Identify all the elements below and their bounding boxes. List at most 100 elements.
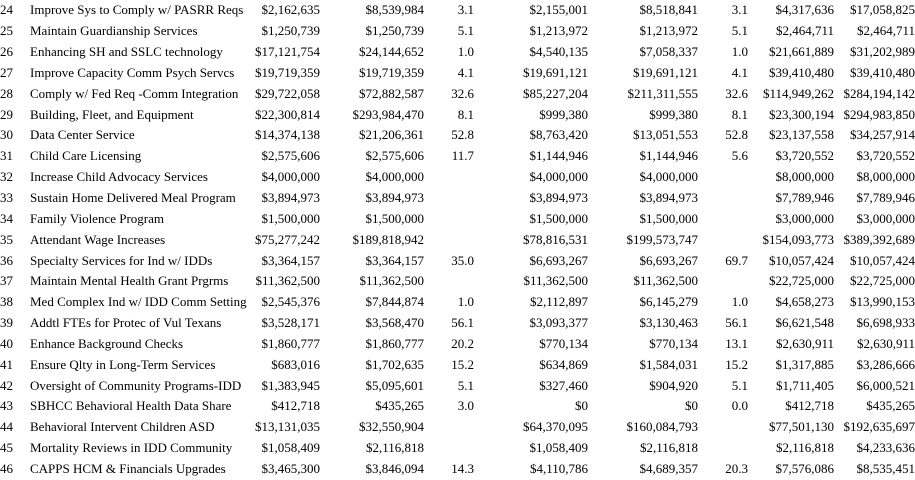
fte-value: 3.1 — [457, 2, 474, 18]
table-row: 34 Family Violence Program $1,500,000 $1,50… — [0, 208, 915, 229]
amount-value: $2,112,897 — [529, 294, 588, 310]
amount-value: $24,144,652 — [359, 44, 424, 60]
amount-value: $11,362,500 — [255, 273, 320, 289]
amount-value: $1,860,777 — [261, 335, 321, 351]
amount-value: $634,869 — [539, 356, 588, 372]
item-name: Sustain Home Delivered Meal Program — [30, 190, 236, 206]
table-row: 27 Improve Capacity Comm Psych Servcs $19,… — [0, 63, 915, 84]
amount-value: $3,364,157 — [261, 252, 321, 268]
amount-value: $4,000,000 — [529, 169, 589, 185]
row-number: 26 — [0, 44, 13, 60]
amount-value: $3,894,973 — [261, 190, 321, 206]
fte-value: 0.0 — [731, 398, 748, 414]
row-number: 30 — [0, 127, 13, 143]
fte-value: 1.0 — [457, 44, 474, 60]
amount-value: $4,658,273 — [775, 294, 835, 310]
amount-value: $683,016 — [271, 356, 320, 372]
row-number: 45 — [0, 440, 13, 456]
fte-value — [698, 271, 748, 292]
fte-value: 35.0 — [451, 252, 474, 268]
amount-value: $23,300,194 — [769, 106, 834, 122]
amount-value: $1,317,885 — [775, 356, 835, 372]
amount-value: $412,718 — [785, 398, 834, 414]
row-number: 24 — [0, 2, 13, 18]
item-name: Med Complex Ind w/ IDD Comm Setting — [30, 294, 247, 310]
amount-value: $1,500,000 — [365, 210, 425, 226]
amount-value: $2,464,711 — [775, 23, 834, 39]
amount-value: $1,500,000 — [529, 210, 589, 226]
table-row: 30 Data Center Service $14,374,138 $21,206,… — [0, 125, 915, 146]
amount-value: $4,000,000 — [365, 169, 425, 185]
row-number: 46 — [0, 460, 13, 476]
amount-value: $412,718 — [271, 398, 320, 414]
amount-value: $154,093,773 — [762, 231, 835, 247]
row-number: 38 — [0, 294, 13, 310]
amount-value: $160,084,793 — [626, 419, 699, 435]
amount-value: $1,058,409 — [261, 440, 321, 456]
amount-value: $3,846,094 — [365, 460, 425, 476]
item-name: Oversight of Community Programs-IDD — [30, 377, 242, 393]
amount-value: $3,894,973 — [639, 190, 699, 206]
fte-value — [698, 167, 748, 188]
amount-value: $21,206,361 — [359, 127, 424, 143]
item-name: Increase Child Advocacy Services — [30, 169, 208, 185]
item-name: Mortality Reviews in IDD Community — [30, 440, 233, 456]
table-row: 41 Ensure Qlty in Long-Term Services $683,… — [0, 354, 915, 375]
fte-value — [424, 208, 474, 229]
amount-value: $0 — [685, 398, 698, 414]
item-name: Addtl FTEs for Protec of Vul Texans — [30, 315, 222, 331]
fte-value — [424, 229, 474, 250]
table-row: 35 Attendant Wage Increases $75,277,242 $18… — [0, 229, 915, 250]
row-number: 33 — [0, 190, 13, 206]
table-row: 36 Specialty Services for Ind w/ IDDs $3,3… — [0, 250, 915, 271]
amount-value: $4,233,636 — [856, 440, 915, 456]
item-name: Specialty Services for Ind w/ IDDs — [30, 252, 213, 268]
amount-value: $11,362,500 — [523, 273, 588, 289]
amount-value: $4,000,000 — [261, 169, 321, 185]
amount-value: $8,535,451 — [856, 460, 915, 476]
table-row: 44 Behavioral Intervent Children ASD $13,1… — [0, 417, 915, 438]
amount-value: $3,568,470 — [365, 315, 425, 331]
fte-value: 20.3 — [725, 460, 748, 476]
amount-value: $77,501,130 — [769, 419, 834, 435]
amount-value: $23,137,558 — [769, 127, 834, 143]
amount-value: $3,000,000 — [856, 210, 915, 226]
amount-value: $7,058,337 — [639, 44, 699, 60]
amount-value: $293,984,470 — [352, 106, 425, 122]
table-row: 46 CAPPS HCM & Financials Upgrades $3,465,… — [0, 459, 915, 480]
fte-value: 20.2 — [451, 335, 474, 351]
row-number: 28 — [0, 85, 13, 101]
table-row: 42 Oversight of Community Programs-IDD $1,… — [0, 375, 915, 396]
amount-value: $8,539,984 — [365, 2, 425, 18]
amount-value: $7,844,874 — [365, 294, 425, 310]
fte-value: 5.1 — [731, 23, 748, 39]
item-name: Maintain Guardianship Services — [30, 23, 198, 39]
item-name: Enhancing SH and SSLC technology — [30, 44, 223, 60]
amount-value: $1,213,972 — [529, 23, 589, 39]
amount-value: $189,818,942 — [352, 231, 425, 247]
amount-value: $3,000,000 — [775, 210, 835, 226]
amount-value: $3,364,157 — [365, 252, 425, 268]
amount-value: $1,860,777 — [365, 335, 425, 351]
row-number: 36 — [0, 252, 13, 268]
row-number: 32 — [0, 169, 13, 185]
amount-value: $39,410,480 — [769, 64, 834, 80]
amount-value: $435,265 — [375, 398, 424, 414]
amount-value: $770,134 — [539, 335, 588, 351]
fte-value: 11.7 — [451, 148, 474, 164]
fte-value — [424, 438, 474, 459]
amount-value: $8,000,000 — [775, 169, 835, 185]
amount-value: $999,380 — [649, 106, 698, 122]
amount-value: $3,720,552 — [856, 148, 915, 164]
fte-value: 5.1 — [457, 377, 474, 393]
fte-value: 3.0 — [457, 398, 474, 414]
amount-value: $85,227,204 — [523, 85, 588, 101]
amount-value: $7,789,946 — [856, 190, 915, 206]
table-row: 28 Comply w/ Fed Req -Comm Integration $29… — [0, 83, 915, 104]
row-number: 29 — [0, 106, 13, 122]
table-row: 37 Maintain Mental Health Grant Prgrms $11… — [0, 271, 915, 292]
fte-value: 13.1 — [725, 335, 748, 351]
amount-value: $2,464,711 — [856, 23, 915, 39]
amount-value: $2,116,818 — [639, 440, 698, 456]
